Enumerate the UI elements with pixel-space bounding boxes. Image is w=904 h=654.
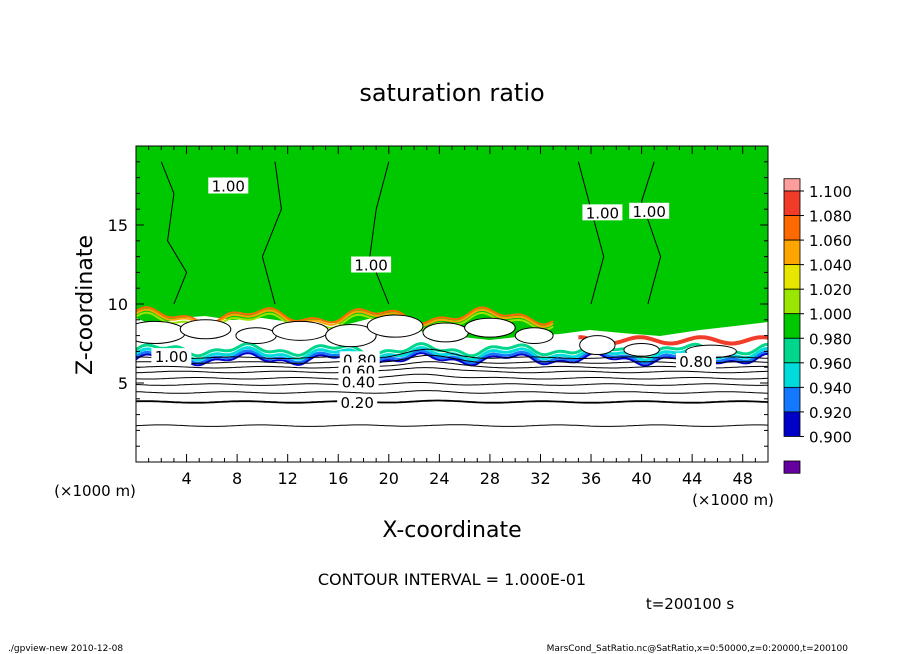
colorbar-label: 1.000 xyxy=(809,306,852,324)
x-tick-label: 48 xyxy=(733,469,753,488)
contour-line xyxy=(136,367,768,374)
colorbar-label: 0.900 xyxy=(809,428,852,446)
x-tick-label: 36 xyxy=(581,469,601,488)
contour-line xyxy=(136,354,768,364)
time-label: t=200100 s xyxy=(646,595,734,613)
colorbar-label: 0.980 xyxy=(809,330,852,348)
band-line xyxy=(136,342,768,358)
chart-title: saturation ratio xyxy=(359,79,544,107)
colorbar: 1.100 1.080 1.060 1.040 1.020 1.000 0.980 0.960… xyxy=(783,178,852,474)
contour-line xyxy=(136,373,768,380)
x-unit-label: (×1000 m) xyxy=(692,491,774,509)
cloud-patch xyxy=(464,317,516,338)
colorbar-swatch xyxy=(783,215,801,241)
contour-label-bg xyxy=(351,256,392,273)
contour-label-bg xyxy=(629,202,670,219)
contour-label-bg xyxy=(675,352,716,369)
colorbar-swatch xyxy=(783,178,801,192)
cloud-patch xyxy=(136,320,186,344)
colorbar-swatch xyxy=(783,386,801,413)
x-tick-label: 12 xyxy=(278,469,298,488)
colorbar-label: 0.960 xyxy=(809,355,852,373)
contour-label: 0.20 xyxy=(340,394,373,412)
contour-label-bg xyxy=(338,373,379,390)
x-tick-label: 32 xyxy=(530,469,550,488)
y-unit-label: (×1000 m) xyxy=(54,482,136,500)
contour-label: 1.00 xyxy=(586,204,619,222)
cloud-patch xyxy=(514,327,554,345)
y-tick-label: 10 xyxy=(108,295,128,314)
colorbar-swatch xyxy=(783,337,801,364)
contour-layer xyxy=(136,161,768,427)
colorbar-label: 0.920 xyxy=(809,404,852,422)
contour-label-bg xyxy=(208,177,249,194)
footer-right: MarsCond_SatRatio.nc@SatRatio,x=0:50000,… xyxy=(547,644,849,654)
contour-line xyxy=(136,382,768,386)
colorbar-label: 1.020 xyxy=(809,281,852,299)
colorbar-swatch xyxy=(783,288,801,315)
colorbar-label: 1.060 xyxy=(809,232,852,250)
x-tick-label: 44 xyxy=(682,469,702,488)
contour-interval-text: CONTOUR INTERVAL = 1.000E-01 xyxy=(318,570,586,589)
colorbar-swatch xyxy=(783,313,801,339)
y-tick-label: 5 xyxy=(118,374,128,393)
contour-line xyxy=(577,161,605,305)
contour-label-bg xyxy=(151,348,192,365)
x-tick-label: 16 xyxy=(328,469,348,488)
band-line xyxy=(136,349,768,365)
y-axis: 5 10 15 xyxy=(108,161,768,447)
x-tick-label: 8 xyxy=(232,469,242,488)
colorbar-swatch xyxy=(783,239,801,266)
x-tick-label: 24 xyxy=(429,469,449,488)
cloud-patch xyxy=(235,327,277,345)
colorbar-label: 1.040 xyxy=(809,257,852,275)
colorbar-swatch xyxy=(783,411,801,437)
contour-label: 1.00 xyxy=(212,178,245,196)
contour-line xyxy=(261,161,282,305)
contour-label: 1.00 xyxy=(632,203,665,221)
contour-label: 1.00 xyxy=(354,257,387,275)
contour-label: 1.00 xyxy=(155,348,188,366)
contour-line xyxy=(136,390,768,394)
contour-line xyxy=(160,161,188,305)
cloud-patch xyxy=(422,322,469,343)
colorbar-label: 1.100 xyxy=(809,183,852,201)
contour-label-bg xyxy=(582,204,623,221)
contour-line xyxy=(136,424,768,427)
x-tick-label: 40 xyxy=(631,469,651,488)
contour-label: 0.80 xyxy=(679,353,712,371)
cloud-patch xyxy=(272,320,329,341)
contour-label-bg xyxy=(337,393,378,410)
contour-line xyxy=(136,348,768,359)
colorbar-label: 1.080 xyxy=(809,208,852,226)
colorbar-swatch xyxy=(783,362,801,388)
colorbar-swatch xyxy=(783,190,801,216)
y-tick-label: 15 xyxy=(108,216,128,235)
contour-label: 0.40 xyxy=(342,373,375,391)
cloud-patch xyxy=(366,314,424,338)
x-tick-label: 20 xyxy=(379,469,399,488)
colorbar-swatch xyxy=(783,264,801,290)
contour-labels: 1.001.001.00 1.001.00 0.800.600.400.200.80 xyxy=(151,177,716,412)
cloud-patch xyxy=(179,319,232,340)
x-axis-label: X-coordinate xyxy=(382,518,521,543)
saturated-region xyxy=(136,146,768,340)
cloud-patch xyxy=(325,324,377,348)
colorbar-swatch xyxy=(783,460,801,474)
x-tick-label: 28 xyxy=(480,469,500,488)
cloud-patch xyxy=(623,343,660,357)
contour-line xyxy=(641,161,662,305)
contour-line xyxy=(136,399,768,404)
x-tick-label: 4 xyxy=(181,469,191,488)
x-axis: 4 8 12 16 20 24 28 32 36 40 44 48 xyxy=(148,146,756,488)
contour-line xyxy=(136,361,768,369)
colorbar-label: 0.940 xyxy=(809,379,852,397)
y-axis-label: Z-coordinate xyxy=(73,235,98,375)
plot-area: 1.001.001.00 1.001.00 0.800.600.400.200.80 xyxy=(136,146,768,462)
footer-left: ./gpview-new 2010-12-08 xyxy=(8,644,123,654)
cloud-patch xyxy=(579,335,616,356)
contour-line xyxy=(369,161,390,305)
